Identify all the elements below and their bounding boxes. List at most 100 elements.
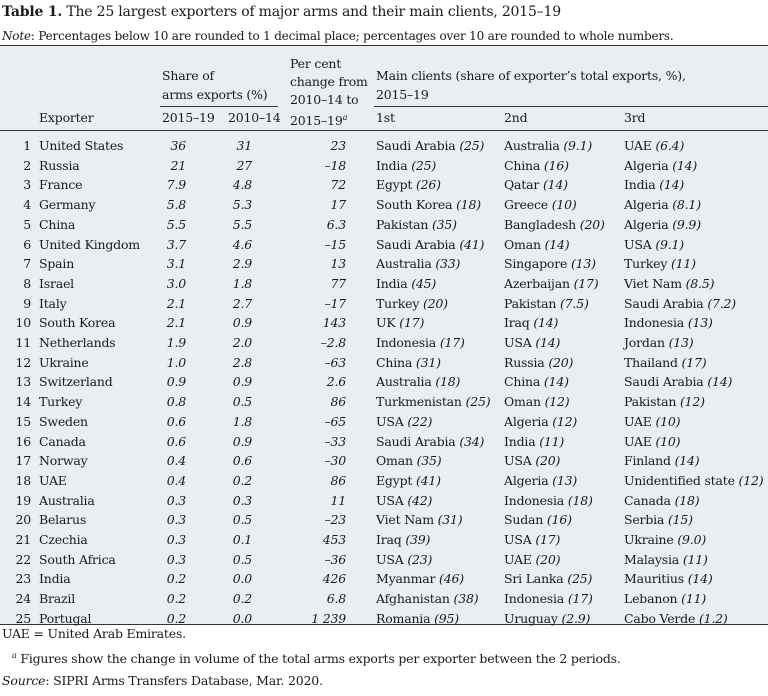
rank-cell: 3: [23, 177, 31, 193]
client-name: Pakistan: [624, 394, 677, 410]
source-text: : SIPRI Arms Transfers Database, Mar. 20…: [45, 673, 323, 688]
share-2015-19-cell: 0.9: [166, 374, 186, 390]
client-1st-cell: India (45): [376, 274, 436, 293]
exporter-cell: Czechia: [39, 532, 88, 547]
header-change-line3: 2010–14 to: [290, 92, 359, 107]
header-share-rule: [160, 106, 278, 107]
exporter-cell: United States: [39, 138, 124, 153]
client-3rd-cell: Thailand (17): [624, 353, 707, 372]
client-name: India: [624, 177, 656, 193]
table-row: 25 Portugal 0.2 0.0 1 239 Romania (95) Uruguay…: [0, 609, 768, 629]
client-2nd-cell: Algeria (12): [504, 412, 577, 431]
client-share: (22): [407, 413, 433, 429]
client-1st-cell: Saudi Arabia (41): [376, 235, 484, 254]
percent-change-cell: 6.8: [326, 591, 346, 607]
client-3rd-cell: Serbia (15): [624, 510, 693, 529]
header-change-line1: Per cent: [290, 56, 342, 71]
client-1st-cell: Indonesia (17): [376, 333, 465, 352]
percent-change-cell: –15: [324, 236, 346, 252]
client-share: (12): [544, 394, 570, 410]
exporter-cell: China: [39, 216, 76, 232]
client-2nd-cell: Uruguay (2.9): [504, 609, 590, 628]
rank-cell: 22: [15, 551, 31, 567]
header-client-3rd: 3rd: [624, 110, 646, 125]
client-name: UAE: [624, 433, 652, 449]
share-2010-14-cell: 31: [236, 138, 252, 153]
share-2015-19-cell: 3.1: [166, 256, 186, 272]
percent-change-cell: 453: [322, 532, 346, 547]
client-share: (15): [667, 512, 693, 528]
client-share: (14): [672, 157, 698, 173]
share-2010-14-cell: 1.8: [232, 275, 252, 291]
percent-change-cell: –36: [324, 551, 346, 567]
table-row: 7 Spain 3.1 2.9 13 Australia (33) Singapore (1…: [0, 254, 768, 274]
share-2010-14-cell: 0.5: [232, 512, 252, 528]
header-clients-line2: 2015–19: [376, 87, 429, 102]
share-2015-19-cell: 21: [170, 157, 186, 173]
exporter-cell: South Africa: [39, 551, 116, 567]
client-2nd-cell: Sudan (16): [504, 510, 572, 529]
rank-cell: 15: [15, 413, 31, 429]
percent-change-cell: –2.8: [320, 335, 347, 350]
client-name: Australia: [376, 374, 432, 390]
share-2015-19-cell: 0.2: [166, 591, 186, 607]
client-share: (23): [407, 551, 433, 567]
table-row: 18 UAE 0.4 0.2 86 Egypt (41) Algeria (13) Unide…: [0, 471, 768, 491]
client-name: Oman: [504, 236, 541, 252]
client-2nd-cell: Singapore (13): [504, 254, 596, 273]
percent-change-cell: 6.3: [326, 216, 346, 232]
client-name: Mauritius: [624, 571, 684, 587]
percent-change-cell: 143: [322, 315, 346, 331]
client-name: Russia: [504, 354, 545, 370]
client-share: (41): [416, 472, 441, 488]
share-2010-14-cell: 2.9: [232, 256, 252, 272]
client-2nd-cell: Algeria (13): [504, 471, 577, 490]
client-name: USA: [376, 551, 404, 567]
client-share: (9.0): [677, 532, 707, 547]
client-share: (12): [738, 472, 764, 488]
share-2015-19-cell: 1.0: [166, 354, 186, 370]
share-2015-19-cell: 0.3: [166, 512, 186, 528]
client-name: Iraq: [504, 315, 530, 331]
client-name: UK: [376, 315, 396, 331]
arms-exporters-table: Share of arms exports (%) Per cent chang…: [0, 45, 768, 626]
note-text: : Percentages below 10 are rounded to 1 …: [30, 29, 674, 43]
rank-cell: 2: [23, 157, 31, 173]
share-2010-14-cell: 0.9: [232, 315, 252, 331]
client-share: (14): [535, 335, 561, 350]
client-share: (12): [552, 413, 578, 429]
client-share: (1.2): [698, 610, 728, 626]
client-name: Saudi Arabia: [624, 295, 704, 311]
client-3rd-cell: Turkey (11): [624, 254, 696, 273]
table-row: 1 United States 36 31 23 Saudi Arabia (25) Aus…: [0, 136, 768, 156]
percent-change-cell: 86: [330, 394, 346, 410]
client-3rd-cell: Mauritius (14): [624, 569, 713, 588]
client-3rd-cell: Pakistan (12): [624, 392, 705, 411]
client-share: (10): [551, 197, 577, 213]
share-2015-19-cell: 0.6: [166, 413, 186, 429]
client-name: Ukraine: [624, 532, 674, 547]
exporter-cell: France: [39, 177, 83, 193]
share-2010-14-cell: 2.8: [232, 354, 252, 370]
client-share: (18): [567, 492, 593, 508]
client-name: China: [504, 374, 541, 390]
client-1st-cell: USA (42): [376, 491, 432, 510]
client-share: (14): [707, 374, 733, 390]
exporter-cell: Australia: [39, 492, 95, 508]
table-row: 24 Brazil 0.2 0.2 6.8 Afghanistan (38) Indones…: [0, 589, 768, 609]
client-share: (8.1): [672, 197, 701, 213]
rank-cell: 20: [15, 512, 31, 528]
client-1st-cell: South Korea (18): [376, 195, 481, 214]
client-share: (17): [681, 354, 707, 370]
client-1st-cell: Turkey (20): [376, 294, 448, 313]
client-share: (9.1): [655, 236, 684, 252]
exporter-cell: Brazil: [39, 591, 75, 607]
share-2015-19-cell: 0.3: [166, 492, 186, 508]
percent-change-cell: 11: [330, 492, 346, 508]
header-clients-rule: [374, 106, 768, 107]
share-2010-14-cell: 5.3: [232, 197, 252, 213]
share-2015-19-cell: 2.1: [166, 315, 186, 331]
client-3rd-cell: Indonesia (13): [624, 313, 713, 332]
client-share: (7.5): [560, 295, 589, 311]
